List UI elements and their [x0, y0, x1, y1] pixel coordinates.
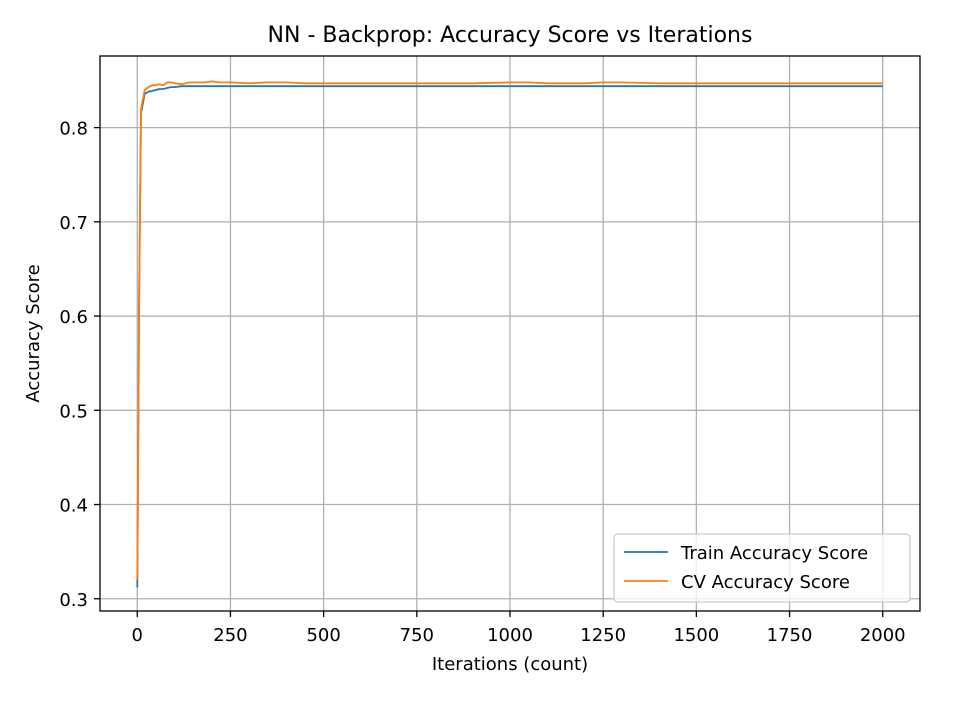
legend-box [613, 533, 911, 603]
series-line-1 [136, 80, 883, 580]
y-tick-label: 0.7 [59, 213, 88, 234]
series-line-0 [136, 85, 883, 588]
grid [100, 56, 920, 611]
y-tick-label: 0.6 [59, 307, 88, 328]
x-tick-label: 1750 [767, 625, 813, 646]
x-tick-label: 500 [306, 625, 340, 646]
y-tick-label: 0.3 [59, 590, 88, 611]
legend-label: Train Accuracy Score [680, 543, 868, 564]
legend: Train Accuracy Score CV Accuracy Score [613, 533, 911, 603]
y-axis-label: Accuracy Score [23, 264, 44, 402]
x-tick-label: 1250 [580, 625, 626, 646]
x-tick-label: 1500 [673, 625, 719, 646]
legend-label: CV Accuracy Score [681, 572, 850, 593]
y-tick-label: 0.5 [59, 401, 88, 422]
chart-title: NN - Backprop: Accuracy Score vs Iterati… [268, 23, 753, 48]
y-tick-label: 0.8 [59, 119, 88, 140]
x-tick-label: 0 [132, 625, 143, 646]
x-tick-label: 1000 [487, 625, 533, 646]
axis-ticks: 0 250 500 750 1000 1250 1500 1750 2000 0.3 0.4 0.5 0… [59, 119, 905, 646]
x-tick-label: 750 [400, 625, 434, 646]
x-axis-label: Iterations (count) [432, 654, 588, 675]
x-tick-label: 2000 [860, 625, 906, 646]
x-tick-label: 250 [213, 625, 247, 646]
series-lines [136, 80, 883, 588]
y-tick-label: 0.4 [59, 496, 88, 517]
